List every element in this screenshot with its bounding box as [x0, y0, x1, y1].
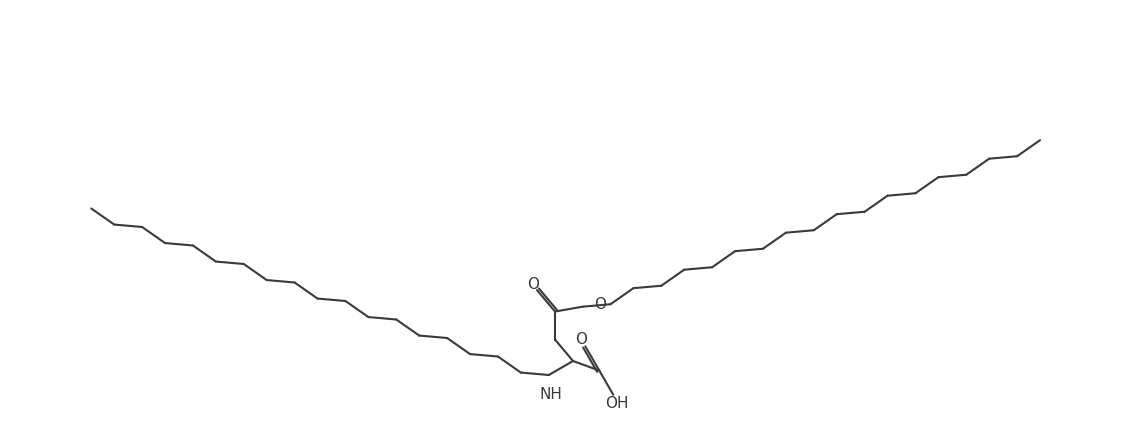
Text: O: O [594, 296, 607, 311]
Text: NH: NH [539, 386, 562, 401]
Text: O: O [527, 276, 539, 291]
Text: OH: OH [606, 395, 629, 410]
Text: O: O [575, 331, 587, 346]
